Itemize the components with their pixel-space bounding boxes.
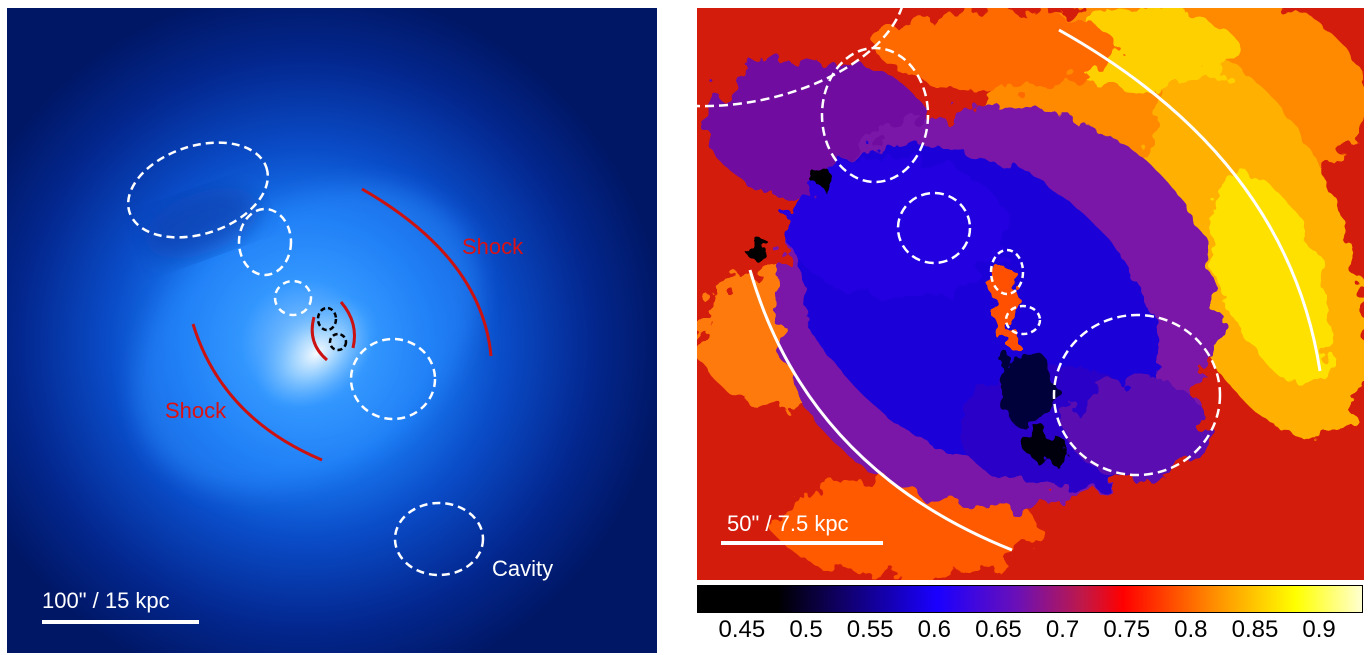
colorbar-ticks: 0.45 0.5 0.55 0.6 0.65 0.7 0.75 0.8 0.85 0.9 <box>697 616 1364 652</box>
shock-front-upper <box>361 187 493 357</box>
colorbar-tick-label: 0.65 <box>975 616 1022 643</box>
bright-core <box>256 296 378 410</box>
colorbar-tick-label: 0.45 <box>718 616 766 643</box>
colorbar-tick-label: 0.9 <box>1302 616 1336 643</box>
scale-bar-left <box>42 620 199 624</box>
inner-shock-left <box>310 316 328 362</box>
xray-image: Shock Shock Cavity 100" / 15 kpc <box>7 8 657 653</box>
shock-arc-upper-right <box>1058 28 1322 372</box>
region-core-upper <box>989 248 1025 296</box>
scale-bar-label-right: 50" / 7.5 kpc <box>727 511 849 536</box>
colorbar-tick-label: 0.75 <box>1103 616 1151 643</box>
scale-bar-right <box>721 541 883 545</box>
cavity-region-upper <box>237 207 293 277</box>
region-lower-right <box>1052 313 1222 477</box>
temperature-colorbar <box>697 585 1363 613</box>
colorbar-tick-label: 0.85 <box>1231 616 1279 643</box>
shock-label-lower: Shock <box>165 398 227 423</box>
shock-arc-lower-left <box>748 269 1013 552</box>
region-upper <box>820 46 930 184</box>
cavity-region-upper-left <box>126 141 270 239</box>
shock-front-lower <box>191 323 323 462</box>
inner-cavity-lower <box>328 332 348 352</box>
xray-image-panel: Shock Shock Cavity 100" / 15 kpc <box>7 8 657 653</box>
cavity-region-outer <box>393 501 485 577</box>
colorbar-tick-label: 0.5 <box>789 616 823 643</box>
temperature-map-panel: 50" / 7.5 kpc <box>697 8 1364 580</box>
region-core-lower <box>1004 304 1042 336</box>
region-top-left-partial <box>697 8 907 108</box>
colorbar-tick-label: 0.6 <box>917 616 951 643</box>
cavity-region-lower-right <box>349 337 437 421</box>
colorbar-tick-label: 0.55 <box>846 616 894 643</box>
region-mid-left <box>896 191 972 265</box>
temperature-map: 50" / 7.5 kpc <box>697 8 1364 580</box>
shock-label-upper: Shock <box>462 234 524 259</box>
colorbar-tick-label: 0.8 <box>1174 616 1208 643</box>
inner-shock-right <box>339 301 356 349</box>
cavity-label: Cavity <box>492 556 553 581</box>
inner-cavity-upper <box>316 306 338 332</box>
scale-bar-label-left: 100" / 15 kpc <box>42 588 170 613</box>
cavity-region-small <box>273 279 313 317</box>
colorbar-tick-label: 0.7 <box>1045 616 1080 643</box>
